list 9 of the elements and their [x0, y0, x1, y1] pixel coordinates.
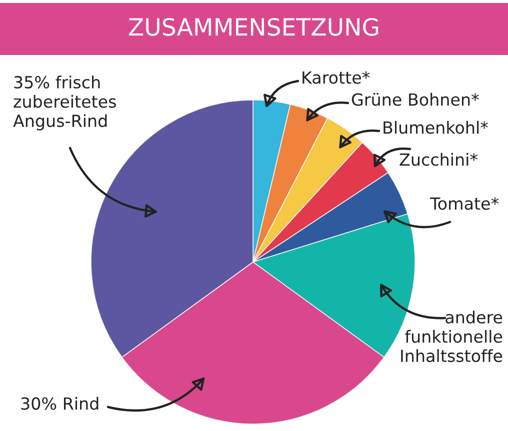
slice-label: 30% Rind [21, 396, 98, 410]
slice-label: Grüne Bohnen* [352, 92, 479, 106]
slice-label: Karotte* [302, 71, 370, 84]
slice-label: Zucchini* [400, 152, 478, 166]
slice-label: andere funktionelle Inhaltsstoffe [401, 310, 502, 362]
chart-title: ZUSAMMENSETZUNG [129, 18, 378, 36]
slice-label: Blumenkohl* [384, 120, 488, 134]
slice-label: 35% frisch zubereitetes Angus-Rind [13, 76, 116, 130]
slice-label: Tomate* [430, 197, 499, 210]
